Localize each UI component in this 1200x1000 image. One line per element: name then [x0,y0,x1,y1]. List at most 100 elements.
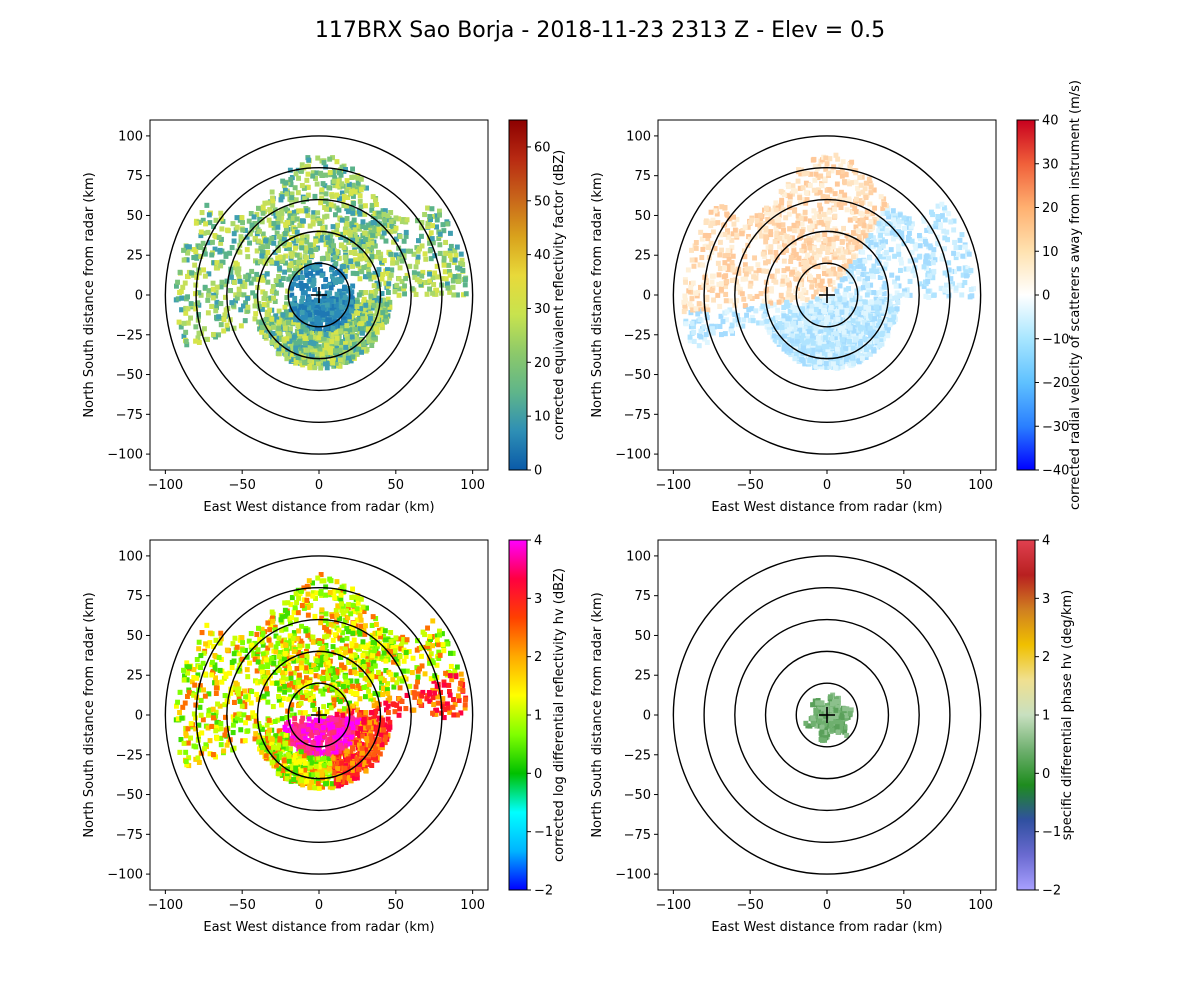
echo-cell [754,293,760,299]
echo-cell [891,314,897,320]
echo-cell [372,243,378,249]
echo-cell [352,227,358,233]
echo-cell [828,305,834,311]
echo-cell [953,245,959,251]
echo-cell [891,311,897,317]
echo-cell [369,319,375,325]
echo-cell [185,250,190,256]
echo-cell [801,345,807,351]
echo-cell [748,220,753,226]
echo-cell [816,237,822,243]
echo-cell [206,212,212,218]
echo-cell [878,194,884,200]
echo-cell [863,310,868,316]
echo-cell [339,325,345,331]
echo-cell [271,240,277,246]
echo-cell [266,324,271,330]
range-ring-20km [795,262,859,328]
echo-cell [221,316,227,322]
echo-cell [819,278,825,284]
echo-cell [361,627,367,633]
echo-cell [763,239,769,245]
echo-cell [841,297,847,303]
echo-cell [855,321,861,327]
echo-cell [254,211,260,217]
echo-cell [277,266,283,272]
y-axis-label: North South distance from radar (km) [590,172,605,417]
echo-cell [946,211,952,217]
echo-cell [823,166,829,172]
echo-cell [259,219,265,225]
echo-cell [382,208,388,214]
echo-cell [784,247,789,253]
echo-cell [323,361,328,367]
echo-cell [366,304,371,310]
echo-cell [820,246,826,252]
echo-cell [185,306,191,312]
echo-cell [364,185,369,191]
echo-cell [299,358,305,364]
echo-cell [339,164,345,170]
echo-cell [775,268,780,274]
echo-cell [731,214,736,220]
echo-cell [286,242,292,248]
echo-cell [855,228,861,234]
echo-cell [708,209,714,215]
echo-cell [868,219,874,225]
echo-cell [814,303,820,309]
echo-cell [839,309,845,315]
echo-cell [344,216,350,222]
echo-cell [809,284,815,290]
echo-cell [863,180,869,186]
echo-cell [939,201,945,207]
echo-cell [858,305,864,311]
echo-cell [399,258,405,264]
echo-cell [341,244,347,250]
echo-cell [796,167,801,173]
echo-cell [851,254,856,260]
echo-cell [378,255,384,261]
echo-cell [269,339,275,345]
echo-cell [206,292,211,298]
echo-cell [322,224,328,230]
echo-cell [880,211,886,217]
echo-cell [944,282,949,288]
echo-cell [353,257,359,263]
echo-cell [917,233,922,239]
echo-cell [837,352,843,358]
echo-cell [264,302,270,308]
echo-cell [346,314,352,320]
echo-cell [357,211,363,217]
echo-cell [894,306,900,312]
echo-cell [865,282,870,288]
echo-cell [213,234,219,240]
echo-cell [795,220,801,226]
echo-cell [880,243,886,249]
echo-cell [338,234,344,240]
echo-cell [790,235,795,241]
echo-cell [858,343,863,349]
echo-cell [871,263,877,269]
echo-cell [843,312,849,318]
echo-cell [387,299,393,305]
echo-cell [750,318,756,324]
echo-cell [362,211,368,217]
echo-cell [278,197,284,203]
echo-cell [307,316,313,322]
echo-cell [887,322,893,328]
echo-cell [339,190,345,196]
echo-cell [873,242,879,248]
colorbar-tick-label: 0 [534,464,542,479]
echo-cell [295,238,301,244]
echo-cell [309,324,315,330]
echo-cell [717,303,723,309]
echo-cell [318,365,324,371]
echo-cell [316,230,322,236]
echo-cell [317,327,323,333]
echo-cell [321,304,327,310]
echo-cell [859,200,864,206]
echo-cell [296,259,301,265]
echo-cell [370,232,375,238]
echo-cell [305,192,311,198]
echo-cell [853,224,859,230]
